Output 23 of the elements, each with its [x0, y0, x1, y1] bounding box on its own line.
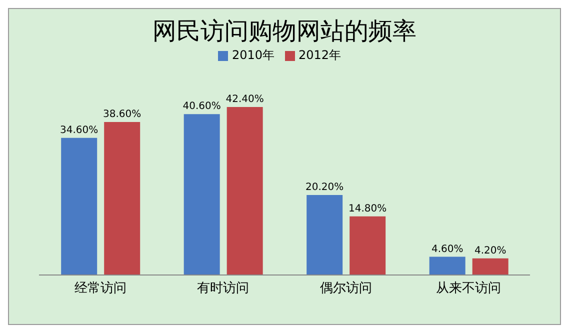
- bar: [429, 256, 466, 275]
- legend-label: 2012年: [298, 48, 342, 62]
- bar: [350, 216, 386, 275]
- bar: [184, 114, 220, 275]
- bar: [104, 122, 140, 275]
- x-tick-label: 有时访问: [197, 280, 250, 296]
- data-label: 42.40%: [226, 94, 264, 105]
- legend-label: 2010年: [232, 48, 274, 62]
- x-tick-label: 从来不访问: [436, 280, 502, 296]
- data-label: 4.60%: [431, 244, 464, 255]
- x-tick-label: 偶尔访问: [320, 280, 372, 296]
- x-tick-label: 经常访问: [74, 280, 126, 296]
- data-label: 14.80%: [348, 203, 387, 214]
- data-label: 38.60%: [103, 109, 142, 120]
- data-label: 20.20%: [306, 182, 344, 193]
- bar: [226, 107, 263, 275]
- bar: [306, 194, 343, 275]
- bar: [472, 258, 508, 275]
- data-label: 34.60%: [60, 124, 98, 136]
- data-label: 4.20%: [474, 245, 506, 256]
- data-label: 40.60%: [182, 101, 221, 112]
- bar: [61, 138, 98, 275]
- chart-title: 网民访问购物网站的频率: [152, 16, 418, 45]
